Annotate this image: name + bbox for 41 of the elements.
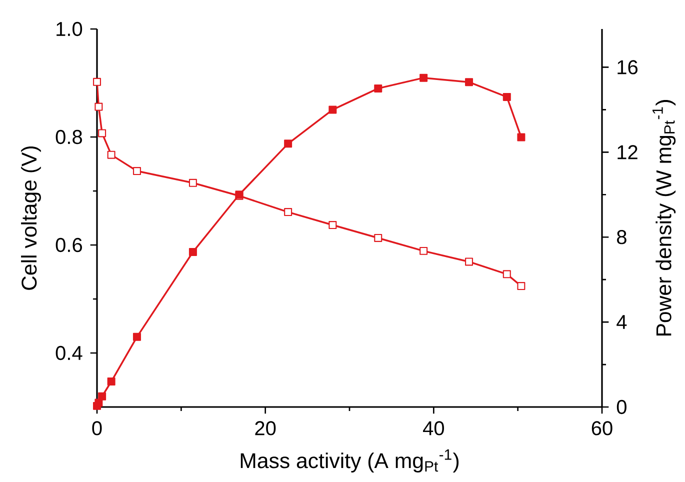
point xyxy=(94,398,103,407)
y-tick-label: 1.0 xyxy=(56,22,82,36)
point xyxy=(98,129,106,138)
point xyxy=(465,258,474,266)
point xyxy=(420,74,428,82)
point xyxy=(465,78,474,86)
x-tick-label: 40 xyxy=(423,421,444,436)
point xyxy=(107,378,116,386)
point xyxy=(517,282,526,290)
point xyxy=(374,234,382,242)
point xyxy=(420,246,428,255)
y2-tick-label: 12 xyxy=(618,145,638,160)
point xyxy=(284,140,292,148)
point xyxy=(188,248,197,256)
point xyxy=(374,84,382,92)
point xyxy=(132,332,141,341)
y-tick-label: 0.6 xyxy=(56,238,82,252)
y-tick-label: 0.8 xyxy=(56,130,82,144)
point xyxy=(93,78,101,86)
point xyxy=(132,167,141,176)
point xyxy=(328,221,337,230)
point xyxy=(502,270,511,278)
x-tick-label: 0 xyxy=(92,421,102,436)
y-axis-title: Cell voltage (V) xyxy=(21,146,41,290)
point xyxy=(284,208,292,216)
point xyxy=(98,392,106,400)
y2-axis-title: Power density (W mg$_{Pt}$$^{-1}$) xyxy=(652,100,676,336)
y2-tick-label: 4 xyxy=(616,315,627,329)
x-tick-label: 20 xyxy=(255,421,276,436)
y-tick-label: 0.4 xyxy=(56,346,82,360)
point xyxy=(517,133,526,142)
y2-tick-label: 0 xyxy=(616,400,626,414)
point xyxy=(188,178,197,187)
x-tick-label: 60 xyxy=(592,421,612,436)
point xyxy=(107,150,116,159)
point xyxy=(94,102,103,111)
y2-tick-label: 8 xyxy=(617,230,626,244)
point xyxy=(502,92,511,101)
point xyxy=(328,106,337,114)
x-axis-title: Mass activity (A mg$_{Pt}$$^{-1}$) xyxy=(240,449,459,472)
y2-tick-label: 16 xyxy=(618,60,638,74)
